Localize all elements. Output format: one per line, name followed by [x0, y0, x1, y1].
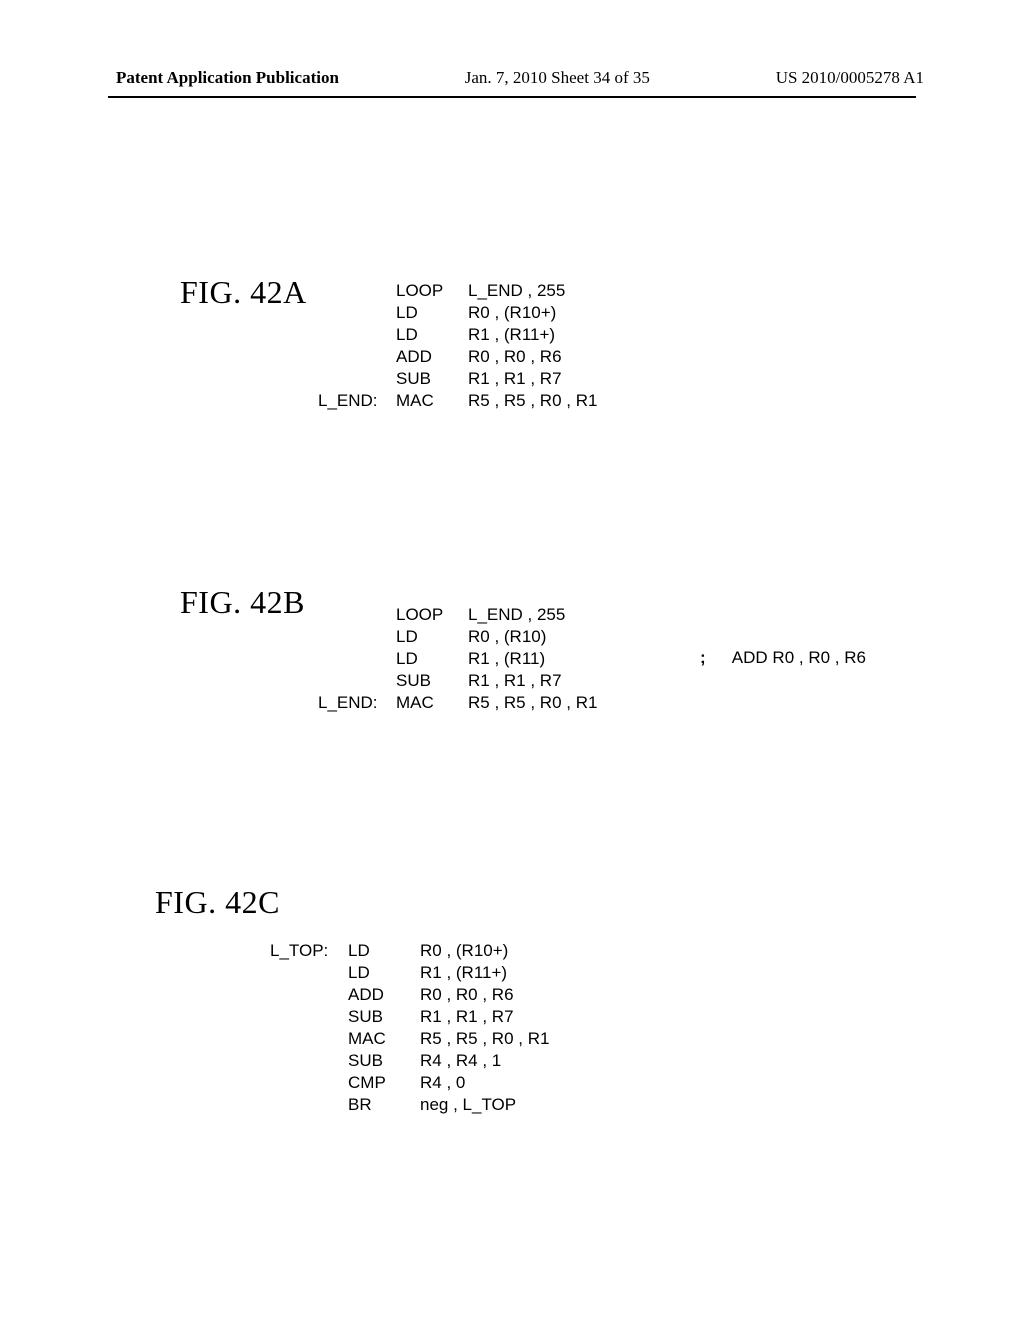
code-args: R5 , R5 , R0 , R1: [468, 390, 658, 412]
code-label: [318, 604, 396, 626]
code-label: [270, 984, 348, 1006]
code-line: ADD R0 , R0 , R6: [318, 346, 658, 368]
code-op: LOOP: [396, 604, 468, 626]
header-right: US 2010/0005278 A1: [776, 68, 924, 88]
code-op: CMP: [348, 1072, 420, 1094]
code-label: [270, 1072, 348, 1094]
code-label: [270, 1050, 348, 1072]
page: Patent Application Publication Jan. 7, 2…: [0, 0, 1024, 1320]
code-label: [270, 1006, 348, 1028]
code-label: [318, 302, 396, 324]
code-label: [318, 670, 396, 692]
code-label: L_END:: [318, 692, 396, 714]
code-args: R1 , R1 , R7: [420, 1006, 610, 1028]
code-line: LOOP L_END , 255: [318, 280, 658, 302]
code-label: [318, 648, 396, 670]
header-rule: [108, 96, 916, 98]
code-line: L_END: MAC R5 , R5 , R0 , R1: [318, 390, 658, 412]
code-line: ADD R0 , R0 , R6: [270, 984, 610, 1006]
code-args: R1 , R1 , R7: [468, 368, 658, 390]
code-args: R5 , R5 , R0 , R1: [420, 1028, 610, 1050]
header-left: Patent Application Publication: [116, 68, 339, 88]
code-args: R1 , (R11+): [420, 962, 610, 984]
code-label: [270, 1094, 348, 1116]
code-line: L_END: MAC R5 , R5 , R0 , R1: [318, 692, 658, 714]
figure-42b-label: FIG. 42B: [180, 584, 305, 621]
code-line: SUB R1 , R1 , R7: [270, 1006, 610, 1028]
code-line: L_TOP: LD R0 , (R10+): [270, 940, 610, 962]
code-args: R0 , (R10+): [468, 302, 658, 324]
page-header: Patent Application Publication Jan. 7, 2…: [0, 68, 1024, 88]
code-op: SUB: [396, 670, 468, 692]
code-line: LD R1 , (R11+): [270, 962, 610, 984]
figure-42c-code: L_TOP: LD R0 , (R10+) LD R1 , (R11+) ADD…: [270, 940, 610, 1116]
code-line: LD R0 , (R10+): [318, 302, 658, 324]
code-line: LD R1 , (R11): [318, 648, 658, 670]
code-line: LD R0 , (R10): [318, 626, 658, 648]
code-label: [318, 626, 396, 648]
code-op: SUB: [348, 1050, 420, 1072]
code-line: MAC R5 , R5 , R0 , R1: [270, 1028, 610, 1050]
code-label: [270, 1028, 348, 1050]
code-op: LD: [396, 648, 468, 670]
code-args: R5 , R5 , R0 , R1: [468, 692, 658, 714]
figure-42b-comment: ; ADD R0 , R0 , R6: [700, 648, 866, 668]
code-label: L_TOP:: [270, 940, 348, 962]
code-label: [270, 962, 348, 984]
code-op: LD: [348, 962, 420, 984]
code-op: MAC: [396, 390, 468, 412]
code-args: R4 , 0: [420, 1072, 610, 1094]
code-args: L_END , 255: [468, 604, 658, 626]
code-label: [318, 324, 396, 346]
code-op: BR: [348, 1094, 420, 1116]
code-op: LD: [396, 626, 468, 648]
code-op: SUB: [348, 1006, 420, 1028]
code-line: SUB R4 , R4 , 1: [270, 1050, 610, 1072]
code-op: LOOP: [396, 280, 468, 302]
figure-42a-label: FIG. 42A: [180, 274, 307, 311]
header-mid: Jan. 7, 2010 Sheet 34 of 35: [465, 68, 650, 88]
code-args: R1 , R1 , R7: [468, 670, 658, 692]
code-op: SUB: [396, 368, 468, 390]
code-line: SUB R1 , R1 , R7: [318, 670, 658, 692]
code-line: SUB R1 , R1 , R7: [318, 368, 658, 390]
code-op: LD: [396, 324, 468, 346]
figure-42a-code: LOOP L_END , 255 LD R0 , (R10+) LD R1 , …: [318, 280, 658, 412]
code-label: [318, 280, 396, 302]
code-args: R0 , R0 , R6: [420, 984, 610, 1006]
code-line: LD R1 , (R11+): [318, 324, 658, 346]
code-args: R1 , (R11): [468, 648, 658, 670]
code-label: L_END:: [318, 390, 396, 412]
code-op: MAC: [348, 1028, 420, 1050]
code-label: [318, 346, 396, 368]
code-line: CMP R4 , 0: [270, 1072, 610, 1094]
figure-42c-label: FIG. 42C: [155, 884, 280, 921]
code-op: ADD: [348, 984, 420, 1006]
code-args: neg , L_TOP: [420, 1094, 610, 1116]
code-op: LD: [348, 940, 420, 962]
code-line: LOOP L_END , 255: [318, 604, 658, 626]
figure-42b-code: LOOP L_END , 255 LD R0 , (R10) LD R1 , (…: [318, 604, 658, 714]
code-op: LD: [396, 302, 468, 324]
code-op: MAC: [396, 692, 468, 714]
comment-text: ADD R0 , R0 , R6: [732, 648, 866, 667]
comment-semicolon: ;: [700, 648, 728, 668]
code-args: R0 , R0 , R6: [468, 346, 658, 368]
code-args: R0 , (R10+): [420, 940, 610, 962]
code-args: R4 , R4 , 1: [420, 1050, 610, 1072]
code-args: R1 , (R11+): [468, 324, 658, 346]
code-line: BR neg , L_TOP: [270, 1094, 610, 1116]
code-args: L_END , 255: [468, 280, 658, 302]
code-op: ADD: [396, 346, 468, 368]
code-label: [318, 368, 396, 390]
code-args: R0 , (R10): [468, 626, 658, 648]
